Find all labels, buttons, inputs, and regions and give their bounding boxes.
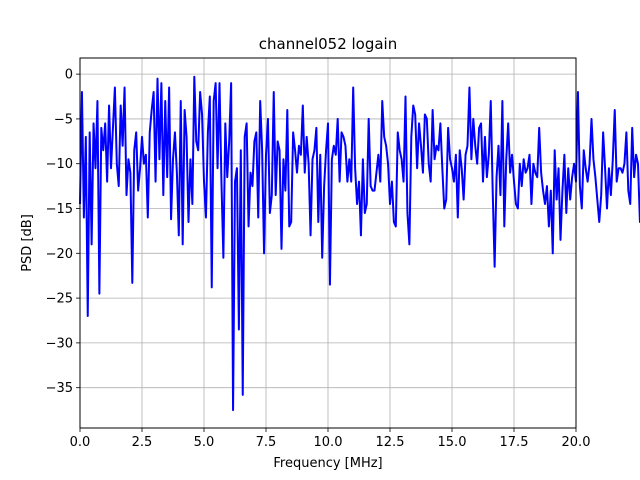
y-tick-label: −10 <box>46 157 73 172</box>
x-tick-label: 2.5 <box>132 435 153 450</box>
x-tick-label: 5.0 <box>194 435 215 450</box>
chart-title: channel052 logain <box>259 35 398 53</box>
y-tick-label: 0 <box>65 68 73 83</box>
y-tick-label: −25 <box>46 292 73 307</box>
x-tick-label: 17.5 <box>500 435 529 450</box>
y-axis-label: PSD [dB] <box>20 214 35 272</box>
y-tick-label: −35 <box>46 381 73 396</box>
x-tick-label: 12.5 <box>376 435 405 450</box>
y-tick-label: −15 <box>46 202 73 217</box>
y-tick-label: −30 <box>46 336 73 351</box>
x-tick-label: 10.0 <box>314 435 343 450</box>
psd-series-line <box>79 75 640 412</box>
x-tick-label: 7.5 <box>256 435 277 450</box>
series-layer <box>79 75 640 412</box>
x-axis-ticks: 0.0 2.5 5.0 7.5 10.0 12.5 15.0 17.5 20.0 <box>70 428 591 450</box>
x-tick-label: 20.0 <box>562 435 591 450</box>
x-tick-label: 0.0 <box>70 435 91 450</box>
y-axis-ticks: 0 −5 −10 −15 −20 −25 −30 −35 <box>46 68 80 396</box>
x-tick-label: 15.0 <box>438 435 467 450</box>
x-axis-label: Frequency [MHz] <box>273 456 382 471</box>
y-tick-label: −5 <box>54 112 73 127</box>
y-tick-label: −20 <box>46 247 73 262</box>
